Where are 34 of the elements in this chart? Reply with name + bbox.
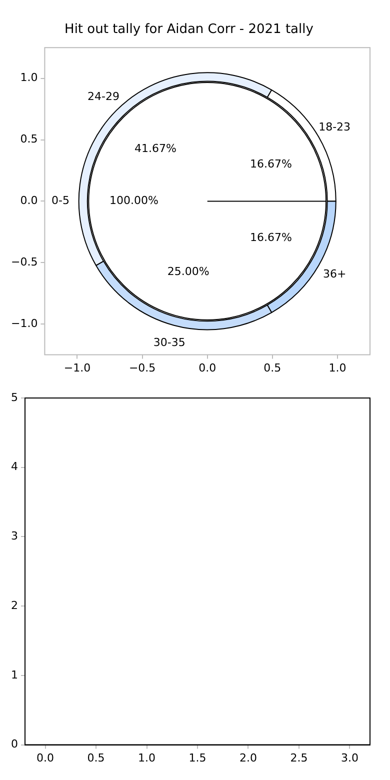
slice-label: 24-29 bbox=[88, 90, 120, 104]
y-tick-label: 5 bbox=[11, 390, 18, 404]
data-label: 16.67% bbox=[250, 157, 292, 170]
x-tick-label: 0.0 bbox=[36, 751, 54, 764]
x-tick-label: 1.0 bbox=[328, 361, 346, 374]
x-tick-label: 3.0 bbox=[340, 751, 358, 764]
x-tick-label: 2.5 bbox=[290, 751, 308, 764]
y-tick-label: 2 bbox=[11, 598, 18, 612]
y-tick-label: 4 bbox=[11, 460, 18, 474]
y-tick-label: −1.0 bbox=[10, 316, 38, 330]
y-tick-label: 0.5 bbox=[20, 132, 38, 146]
data-label: 25.00% bbox=[167, 265, 210, 278]
data-label: 100.00% bbox=[109, 194, 158, 208]
data-label: 41.67% bbox=[134, 142, 176, 156]
x-tick-label: 0.0 bbox=[198, 361, 216, 374]
y-tick-label: 1 bbox=[11, 668, 18, 682]
slice-label: 30-35 bbox=[153, 336, 186, 349]
x-tick-label: 1.5 bbox=[188, 751, 206, 764]
y-tick-label: 0.0 bbox=[20, 194, 38, 208]
x-tick-label: −0.5 bbox=[128, 361, 156, 374]
data-label: 16.67% bbox=[250, 230, 292, 244]
x-tick-label: 1.0 bbox=[138, 751, 156, 764]
y-tick-label: −0.5 bbox=[10, 256, 38, 268]
slice-label: 36+ bbox=[322, 268, 346, 281]
y-tick-label: 0 bbox=[11, 738, 18, 751]
x-tick-label: −1.0 bbox=[64, 361, 91, 374]
chart-title: Hit out tally for Aidan Corr - 2021 tally bbox=[64, 22, 314, 38]
y-tick-label: 3 bbox=[11, 530, 18, 543]
y-tick-label: 1.0 bbox=[20, 71, 38, 84]
x-tick-label: 2.0 bbox=[239, 751, 257, 764]
slice-label: 0-5 bbox=[52, 194, 70, 208]
slice-label: 18-23 bbox=[318, 120, 351, 134]
x-tick-label: 0.5 bbox=[264, 361, 282, 374]
x-tick-label: 0.5 bbox=[87, 751, 105, 764]
